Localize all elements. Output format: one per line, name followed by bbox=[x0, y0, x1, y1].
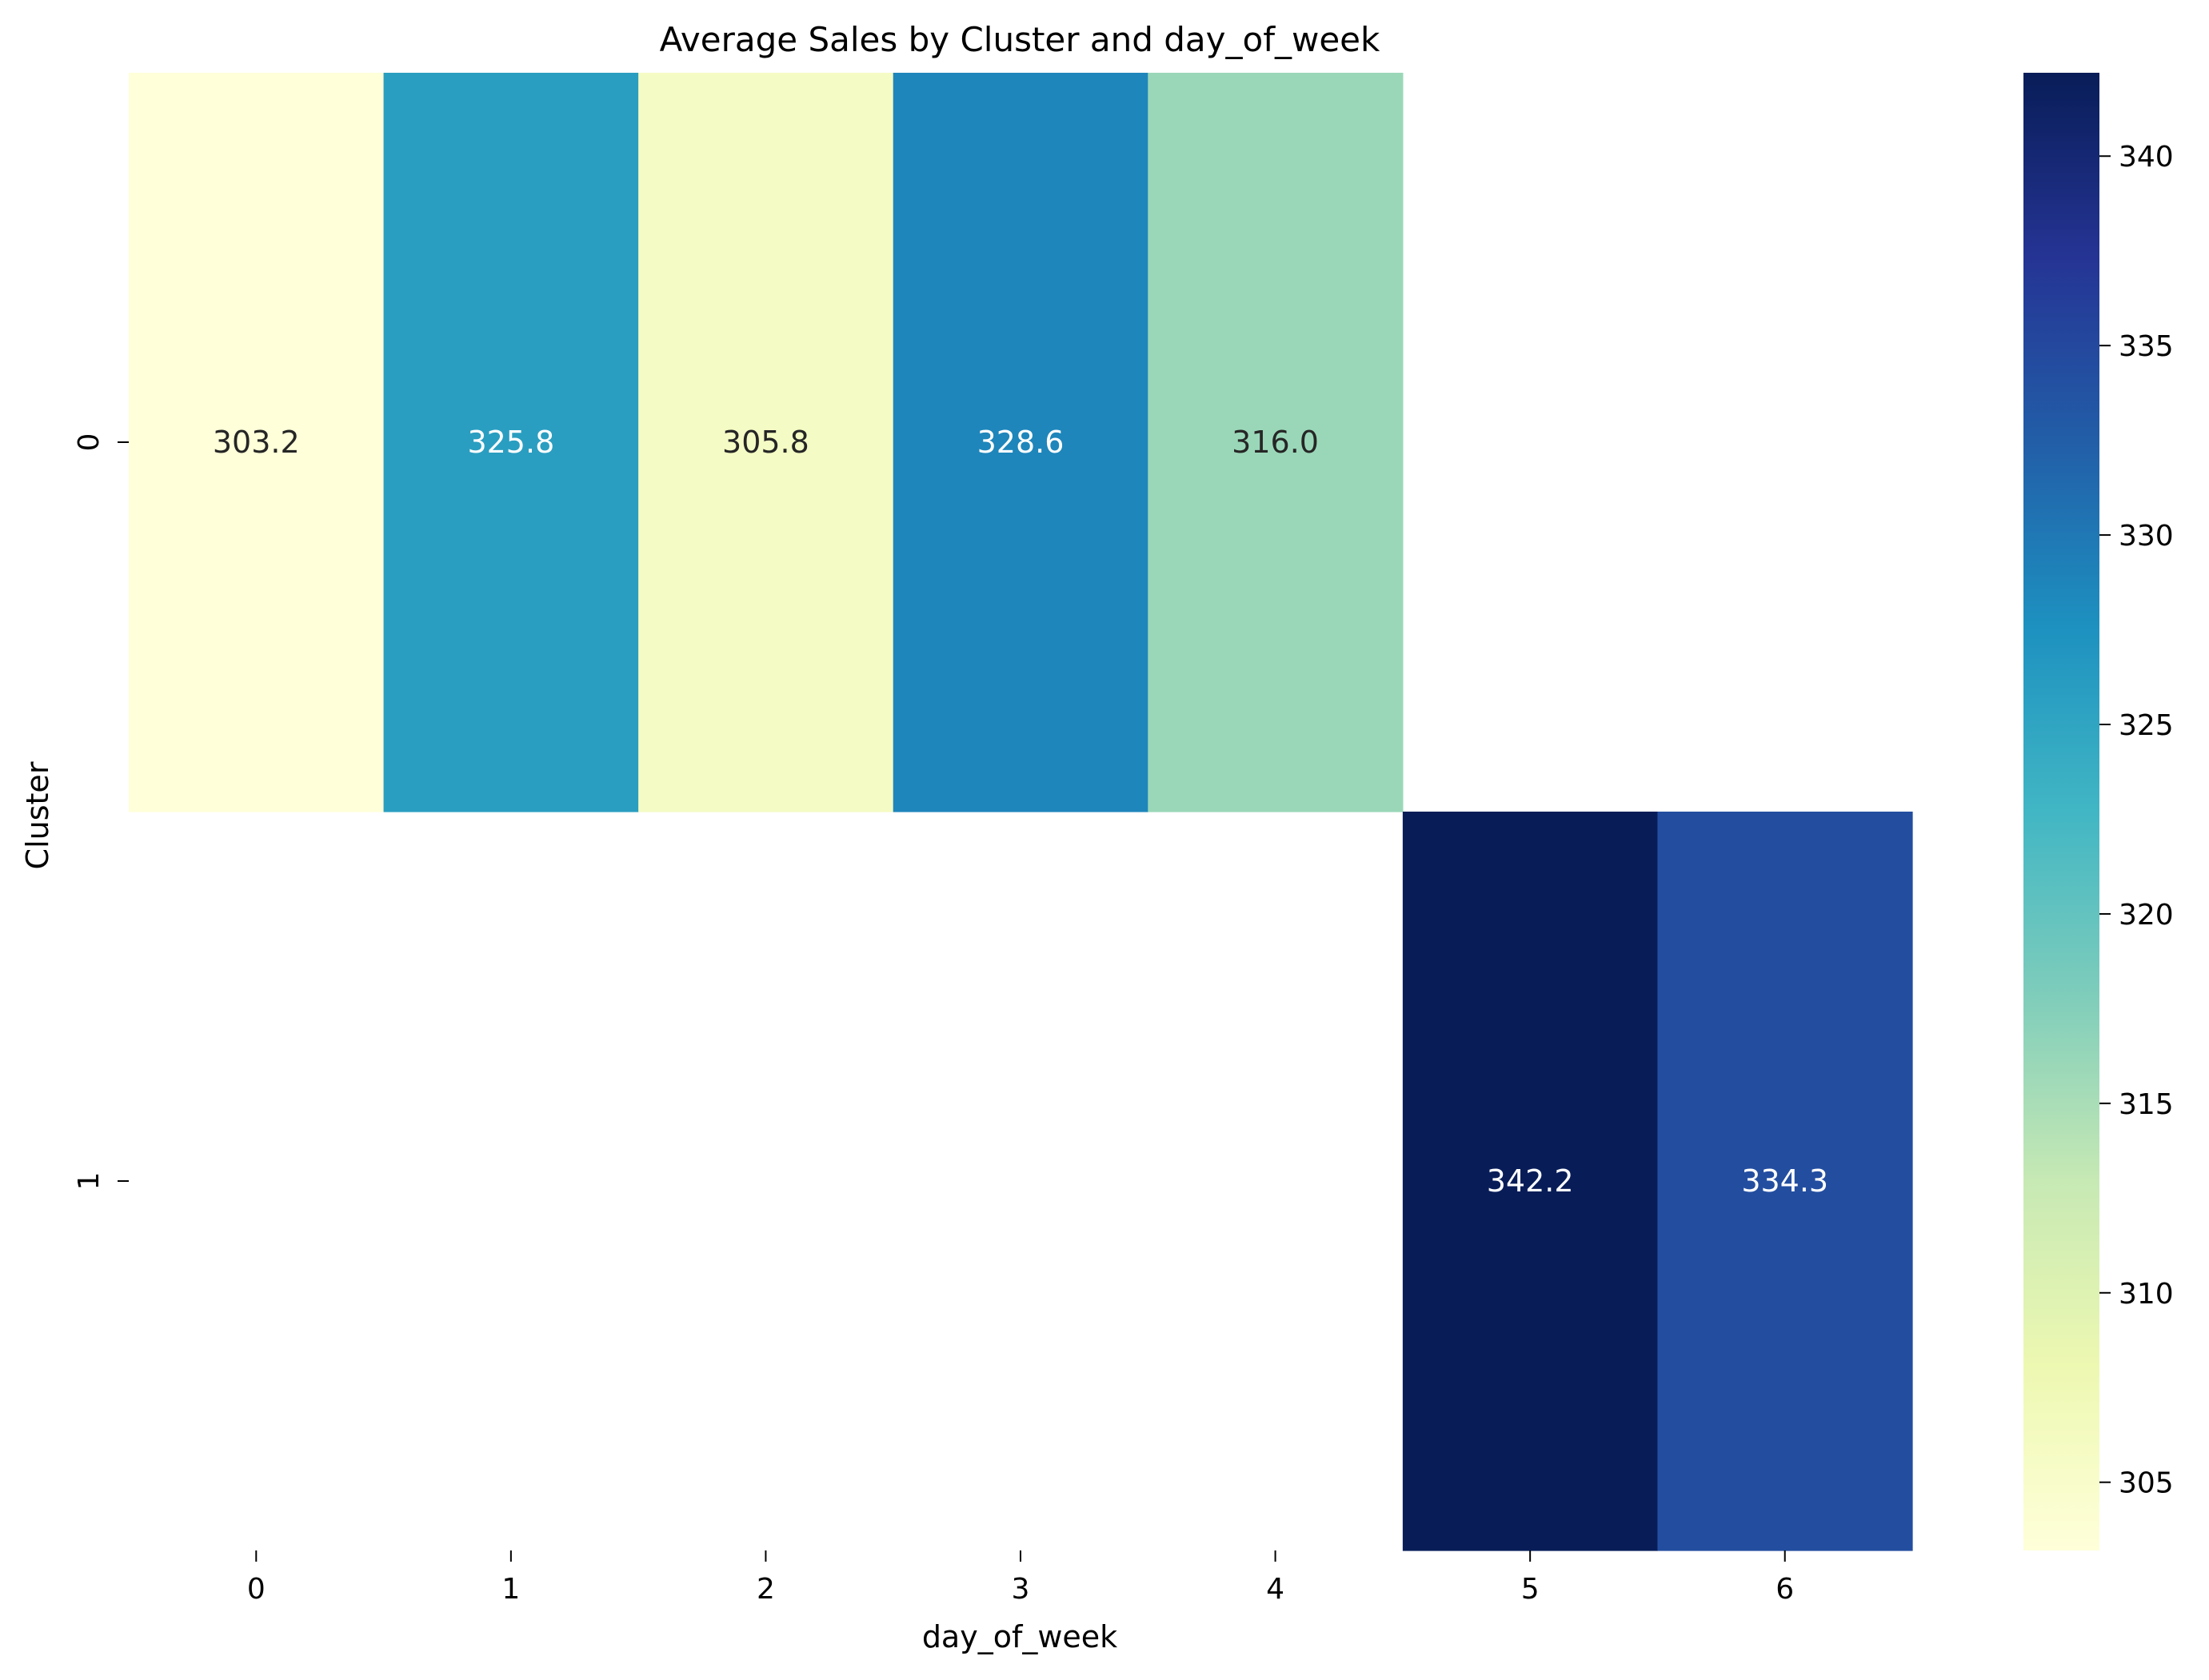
cell-value-label: 328.6 bbox=[977, 425, 1065, 460]
x-axis-label: day_of_week bbox=[922, 1619, 1117, 1654]
cell-value-label: 316.0 bbox=[1232, 425, 1319, 460]
heatmap-cell bbox=[638, 73, 894, 812]
y-axis-label: Cluster bbox=[20, 761, 55, 869]
x-tick-label: 3 bbox=[1012, 1573, 1030, 1606]
y-tick-label: 1 bbox=[73, 1172, 106, 1191]
x-tick-label: 2 bbox=[757, 1573, 775, 1606]
heatmap-cells: 303.2 325.8 305.8 328.6 316.0 342.2 334.3 bbox=[129, 73, 1913, 1551]
cell-value-label: 305.8 bbox=[722, 425, 809, 460]
colorbar-tick-label: 330 bbox=[2119, 520, 2174, 553]
colorbar-tick-label: 320 bbox=[2119, 899, 2174, 932]
x-tick-label: 0 bbox=[247, 1573, 266, 1606]
colorbar-tick-label: 325 bbox=[2119, 709, 2174, 742]
colorbar-tick-label: 340 bbox=[2119, 141, 2174, 174]
heatmap-cell bbox=[893, 73, 1148, 812]
colorbar-tick-label: 305 bbox=[2119, 1467, 2174, 1500]
heatmap-cell bbox=[383, 73, 639, 812]
chart-title: Average Sales by Cluster and day_of_week bbox=[660, 20, 1380, 59]
cell-value-label: 342.2 bbox=[1487, 1163, 1574, 1199]
cell-value-label: 334.3 bbox=[1741, 1163, 1828, 1199]
colorbar-tick-label: 310 bbox=[2119, 1278, 2174, 1311]
heatmap-cell bbox=[1148, 73, 1404, 812]
heatmap-cell bbox=[1402, 812, 1659, 1551]
x-axis: 0 1 2 3 4 5 6 bbox=[247, 1550, 1794, 1606]
cell-value-label: 325.8 bbox=[467, 425, 554, 460]
colorbar-gradient bbox=[2023, 73, 2099, 1550]
colorbar: 305 310 315 320 325 330 335 340 bbox=[2023, 73, 2174, 1550]
x-tick-label: 1 bbox=[501, 1573, 520, 1606]
x-tick-label: 5 bbox=[1521, 1573, 1540, 1606]
y-tick-label: 0 bbox=[73, 433, 106, 452]
colorbar-tick-label: 315 bbox=[2119, 1088, 2174, 1121]
heatmap-cell bbox=[1657, 812, 1913, 1551]
colorbar-tick-label: 335 bbox=[2119, 330, 2174, 363]
x-tick-label: 4 bbox=[1266, 1573, 1284, 1606]
heatmap-cell bbox=[129, 73, 385, 812]
x-tick-label: 6 bbox=[1776, 1573, 1794, 1606]
cell-value-label: 303.2 bbox=[213, 425, 300, 460]
y-axis: 01 bbox=[73, 433, 129, 1191]
